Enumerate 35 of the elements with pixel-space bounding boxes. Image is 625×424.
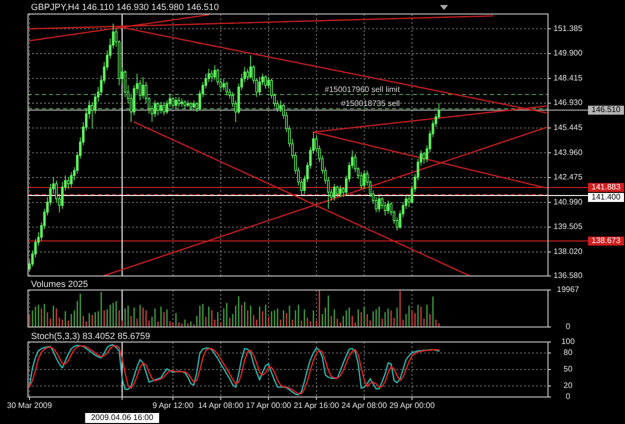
- y-tick-label: 140.990: [554, 197, 584, 206]
- y-tick-label: 138.020: [554, 247, 584, 256]
- x-tick-label: 9 Apr 12:00: [152, 401, 194, 410]
- chart-title: Stoch(5,3,3) 83.4052 85.6759: [31, 331, 150, 341]
- y-tick-label: 50: [564, 364, 573, 374]
- ref-line-label: 141.883: [592, 182, 622, 192]
- ref-line-label: 141.400: [592, 192, 622, 202]
- ref-line-label: #150017960 sell limit: [324, 84, 401, 94]
- x-tick-label: 2009.04.06 16:00: [90, 413, 154, 422]
- y-tick-label: 146.930: [554, 98, 584, 108]
- x-tick-label: 29 Apr 00:00: [389, 401, 436, 410]
- y-tick-label: 145.445: [554, 123, 584, 132]
- ref-line-label: 138.673: [592, 236, 622, 246]
- ref-line-label: #150018735 sell: [341, 99, 400, 108]
- chart-title: Volumes 2025: [31, 279, 88, 289]
- y-tick-label: 0: [566, 392, 571, 402]
- y-tick-label: 19967: [556, 285, 580, 294]
- y-tick-label: 149.900: [554, 48, 584, 58]
- y-tick-label: 136.580: [554, 271, 584, 280]
- y-tick-label: 148.415: [554, 73, 584, 82]
- x-tick-label: 24 Apr 08:00: [342, 401, 388, 410]
- x-tick-label: 21 Apr 16:00: [294, 401, 340, 410]
- x-tick-label: 14 Apr 08:00: [198, 401, 244, 410]
- y-tick-label: 151.385: [554, 24, 584, 33]
- y-tick-label: 80: [564, 348, 573, 358]
- x-tick-label: 17 Apr 00:00: [246, 401, 292, 410]
- y-tick-label: 0: [566, 322, 571, 332]
- y-tick-label: 20: [564, 381, 573, 390]
- y-tick-label: 139.505: [554, 222, 584, 232]
- y-tick-label: 142.475: [554, 172, 584, 182]
- y-tick-label: 143.960: [554, 148, 584, 157]
- chart-title: GBPJPY,H4 146.110 146.930 145.980 146.510: [31, 2, 219, 12]
- x-tick-label: 30 Mar 2009: [7, 401, 52, 410]
- y-tick-label: 100: [561, 337, 576, 346]
- ref-line-label: 146.510: [592, 105, 622, 114]
